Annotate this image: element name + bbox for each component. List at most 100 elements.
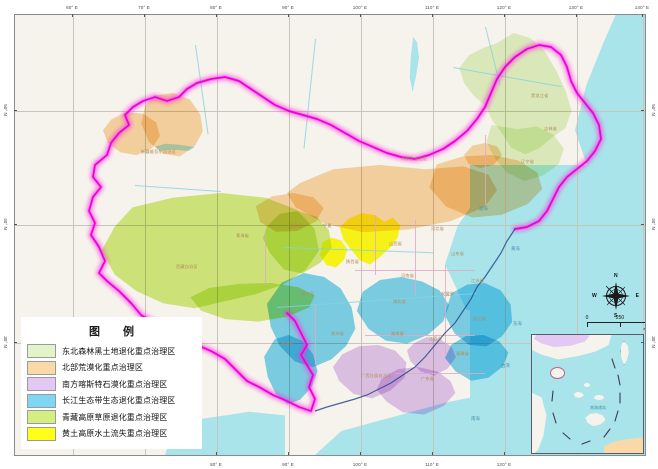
place-label: 广西壮族自治区 xyxy=(361,373,392,378)
graticule-top-label: 80° E xyxy=(210,5,222,10)
province-boundary xyxy=(375,215,376,275)
graticule-meridian xyxy=(643,15,644,455)
graticule-bottom-label: 120° E xyxy=(496,462,512,467)
scale-tick-250: 250 xyxy=(615,315,625,321)
place-label: 山西省 xyxy=(389,241,403,246)
graticule-tick-mark xyxy=(641,224,644,225)
place-label: 安徽省 xyxy=(441,291,455,296)
graticule-top-label: 110° E xyxy=(424,5,440,10)
place-label: 四川省 xyxy=(301,291,315,296)
graticule-bottom-label: 90° E xyxy=(282,462,294,467)
province-boundary xyxy=(415,220,416,295)
legend-item[interactable]: 黄土高原水土流失重点治理区 xyxy=(27,426,196,441)
graticule-tick-mark xyxy=(641,110,644,111)
graticule-tick-mark xyxy=(14,342,17,343)
legend-swatch xyxy=(27,410,56,424)
graticule-top-label: 100° E xyxy=(352,5,368,10)
scale-bar: 0 250 500 千米 xyxy=(585,315,645,334)
province-boundary xyxy=(265,230,266,285)
scale-unit-label: 千米 xyxy=(587,327,645,334)
legend-item-label: 黄土高原水土流失重点治理区 xyxy=(62,429,168,438)
sea-label: 黄海 xyxy=(511,246,520,251)
province-boundary xyxy=(395,373,485,374)
legend-item[interactable]: 长江生态带生态退化重点治理区 xyxy=(27,393,196,408)
graticule-tick-mark xyxy=(432,452,433,455)
compass-east-label: E xyxy=(635,293,639,299)
place-label: 浙江省 xyxy=(473,316,487,321)
inset-map-south-china-sea[interactable]: 南海诸岛 xyxy=(531,334,644,454)
province-boundary xyxy=(485,135,486,205)
graticule-left-label: 50° N xyxy=(3,104,8,116)
legend-item[interactable]: 青藏高原草原退化重点治理区 xyxy=(27,410,196,424)
place-label: 江西省 xyxy=(429,336,443,341)
place-label: 福建省 xyxy=(456,351,470,356)
scale-midtick xyxy=(620,322,621,327)
graticule-left-label: 30° N xyxy=(3,336,8,348)
inset-zhongsha-islands xyxy=(594,395,604,400)
inset-dongsha-islands xyxy=(584,383,590,387)
graticule-tick-mark xyxy=(288,452,289,455)
graticule-bottom-label: 110° E xyxy=(424,462,440,467)
sea-label: 东海 xyxy=(513,321,522,326)
graticule-meridian xyxy=(73,15,74,455)
compass-north-label: N xyxy=(614,273,618,279)
province-boundary xyxy=(315,305,316,365)
sea-label: 南海 xyxy=(471,416,480,421)
graticule-left-label: 40° N xyxy=(3,218,8,230)
graticule-bottom-label: 80° E xyxy=(210,462,222,467)
place-label: 宁夏 xyxy=(323,223,332,228)
legend-item[interactable]: 南方喀斯特石漠化重点治理区 xyxy=(27,377,196,391)
graticule-bottom-label: 100° E xyxy=(352,462,368,467)
place-label: 湖北省 xyxy=(393,299,407,304)
legend-swatch xyxy=(27,344,56,358)
graticule-tick-mark xyxy=(641,342,644,343)
province-boundary xyxy=(365,335,475,336)
sea-label: 台湾 xyxy=(501,363,510,368)
graticule-top-label: 140° E xyxy=(634,5,650,10)
province-boundary xyxy=(355,270,475,271)
river-siberia-yenisei xyxy=(303,38,316,149)
place-label: 甘肃省 xyxy=(289,223,303,228)
graticule-tick-mark xyxy=(576,14,577,17)
legend-swatch xyxy=(27,377,56,391)
graticule-right-label: 30° N xyxy=(651,336,656,348)
inset-karst-patch xyxy=(534,335,590,347)
place-label: 云南省 xyxy=(281,341,295,346)
place-label: 湖南省 xyxy=(391,331,405,336)
legend-swatch xyxy=(27,393,56,408)
scale-tick-0: 0 xyxy=(585,315,589,321)
place-label: 新疆维吾尔自治区 xyxy=(141,149,177,154)
place-label: 山东省 xyxy=(451,251,465,256)
legend-item[interactable]: 北部荒漠化重点治理区 xyxy=(27,360,196,375)
province-boundary xyxy=(445,265,446,355)
graticule-top-label: 130° E xyxy=(568,5,584,10)
graticule-tick-mark xyxy=(642,14,643,17)
graticule-tick-mark xyxy=(216,14,217,17)
lake-baikal xyxy=(409,37,420,92)
place-label: 河南省 xyxy=(401,273,415,278)
legend-item-label: 长江生态带生态退化重点治理区 xyxy=(62,396,176,405)
compass-west-label: W xyxy=(592,293,597,299)
legend-item[interactable]: 东北森林黑土地退化重点治理区 xyxy=(27,344,196,358)
place-label: 江苏省 xyxy=(471,278,485,283)
place-label: 黑龙江省 xyxy=(531,93,549,98)
place-label: 河北省 xyxy=(431,226,445,231)
graticule-top-label: 70° E xyxy=(138,5,150,10)
inset-nansha-islands xyxy=(585,413,606,427)
graticule-tick-mark xyxy=(14,110,17,111)
legend-item-label: 东北森林黑土地退化重点治理区 xyxy=(62,346,176,356)
map-neatline: 黑龙江省 内蒙古自治区 吉林省 辽宁省 新疆维吾尔自治区 西藏自治区 青海省 甘肃省 四川省 云南… xyxy=(14,14,646,456)
place-label: 贵州省 xyxy=(331,331,345,336)
graticule-tick-mark xyxy=(432,14,433,17)
inset-xisha-islands xyxy=(573,391,584,398)
ocean-pacific-north xyxy=(575,15,645,175)
place-label: 青海省 xyxy=(236,233,250,238)
graticule-tick-mark xyxy=(504,452,505,455)
place-label: 内蒙古自治区 xyxy=(401,156,428,161)
graticule-tick-mark xyxy=(72,14,73,17)
sea-label: 渤海 xyxy=(479,206,488,211)
inset-hainan-island xyxy=(550,367,565,379)
graticule-tick-mark xyxy=(504,14,505,17)
graticule-tick-mark xyxy=(360,14,361,17)
